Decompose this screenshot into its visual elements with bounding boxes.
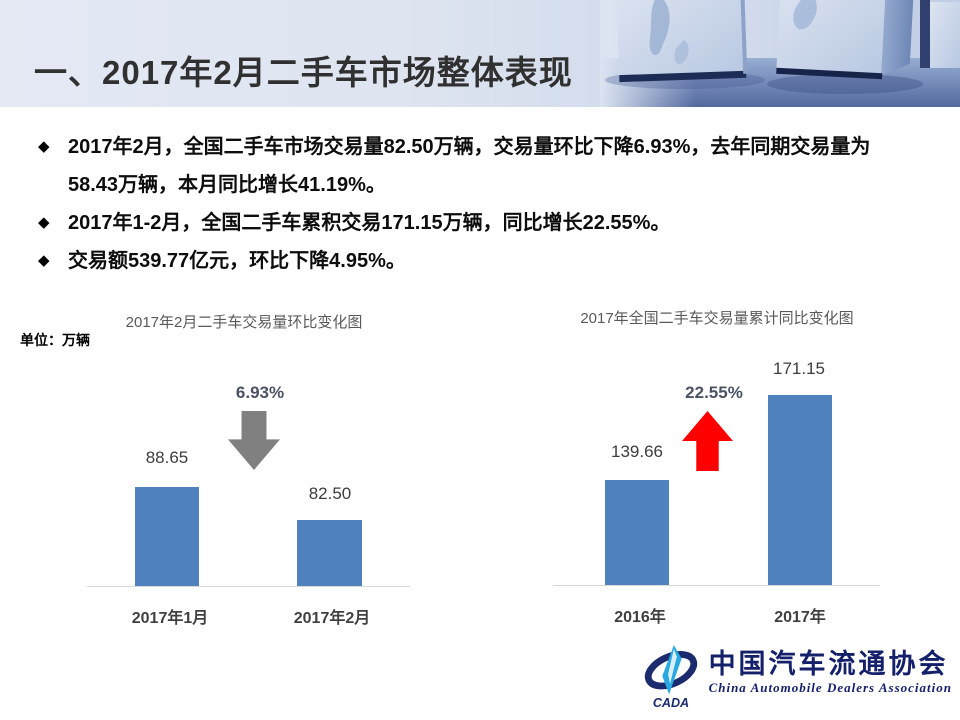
cada-emblem-icon: CADA xyxy=(644,645,697,710)
bar-2017-jan xyxy=(135,487,199,586)
header-banner: 一、2017年2月二手车市场整体表现 xyxy=(0,0,960,107)
category-label: 2017年 xyxy=(774,609,826,626)
category-label: 2017年1月 xyxy=(131,610,209,627)
bullet-text: 交易额539.77亿元，环比下降4.95%。 xyxy=(68,250,406,272)
bar-2017-feb xyxy=(297,520,362,586)
bullet-item: ◆ 交易额539.77亿元，环比下降4.95%。 xyxy=(38,242,918,280)
right-chart-axis-line xyxy=(553,585,880,586)
bullet-text: 2017年2月，全国二手车市场交易量82.50万辆，交易量环比下降6.93%，去… xyxy=(68,136,871,196)
diamond-bullet-icon: ◆ xyxy=(38,252,50,269)
diamond-bullet-icon: ◆ xyxy=(38,214,50,231)
down-arrow-icon xyxy=(228,411,280,470)
data-label: 171.15 xyxy=(773,359,825,378)
logo-text-block: 中国汽车流通协会 China Automobile Dealers Associ… xyxy=(709,644,952,696)
up-arrow-icon xyxy=(682,411,733,471)
category-label: 2016年 xyxy=(614,609,666,626)
annotation-label: 6.93% xyxy=(235,383,285,402)
data-label: 82.50 xyxy=(308,484,352,503)
unit-label: 单位：万辆 xyxy=(20,332,90,348)
logo-acronym: CADA xyxy=(652,696,688,710)
right-chart-title: 2017年全国二手车交易量累计同比变化图 xyxy=(580,310,854,327)
bullet-item: ◆ 2017年1-2月，全国二手车累积交易171.15万辆，同比增长22.55%… xyxy=(38,204,918,242)
data-label: 139.66 xyxy=(611,442,663,461)
bar-2017 xyxy=(768,395,832,585)
left-chart-title: 2017年2月二手车交易量环比变化图 xyxy=(125,314,363,331)
data-label: 88.65 xyxy=(145,448,189,467)
header-cubes-art xyxy=(600,0,960,107)
bar-2016 xyxy=(605,480,669,585)
org-name-en: China Automobile Dealers Association xyxy=(708,680,952,696)
org-name-cn: 中国汽车流通协会 xyxy=(708,649,949,679)
page-title: 一、2017年2月二手车市场整体表现 xyxy=(34,54,573,91)
bullet-list: ◆ 2017年2月，全国二手车市场交易量82.50万辆，交易量环比下降6.93%… xyxy=(38,128,918,280)
annotation-label: 22.55% xyxy=(685,383,743,402)
left-chart-axis-line xyxy=(87,586,410,587)
category-label: 2017年2月 xyxy=(293,610,371,627)
diamond-bullet-icon: ◆ xyxy=(38,138,50,155)
cada-logo: CADA 中国汽车流通协会 China Automobile Dealers A… xyxy=(642,644,952,710)
bullet-text: 2017年1-2月，全国二手车累积交易171.15万辆，同比增长22.55%。 xyxy=(68,212,671,234)
bullet-item: ◆ 2017年2月，全国二手车市场交易量82.50万辆，交易量环比下降6.93%… xyxy=(38,128,918,204)
